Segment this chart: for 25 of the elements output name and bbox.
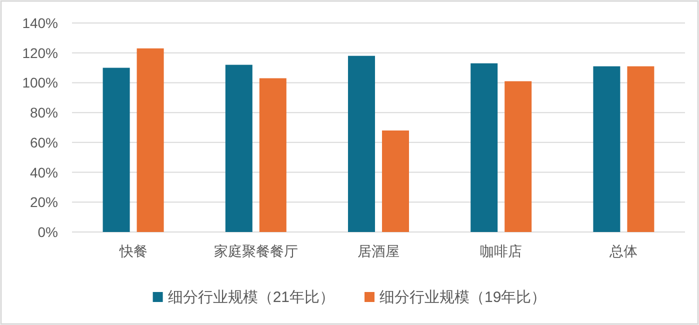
bar: [225, 64, 252, 232]
bar: [259, 78, 286, 232]
y-tick-label: 120%: [22, 44, 58, 61]
x-tick-label: 总体: [608, 243, 638, 259]
y-tick-label: 20%: [30, 194, 58, 210]
legend-label: 细分行业规模（21年比）: [168, 289, 334, 306]
x-tick-label: 咖啡店: [480, 243, 522, 259]
x-tick-label: 家庭聚餐餐厅: [214, 243, 298, 259]
x-tick-label: 快餐: [118, 243, 148, 259]
y-tick-label: 100%: [22, 74, 58, 91]
y-tick-label: 80%: [30, 104, 58, 121]
y-tick-label: 0%: [38, 224, 58, 240]
bar: [470, 63, 498, 232]
bar: [102, 68, 130, 232]
bar: [348, 56, 375, 232]
bar: [136, 48, 164, 232]
x-tick-label: 居酒屋: [358, 243, 400, 259]
bar: [504, 81, 532, 232]
y-tick-label: 40%: [30, 164, 58, 180]
y-tick-label: 140%: [22, 15, 58, 31]
bar: [593, 66, 620, 232]
bar: [627, 66, 654, 232]
bar: [382, 130, 409, 232]
legend-label: 细分行业规模（19年比）: [380, 289, 546, 306]
y-tick-label: 60%: [30, 134, 58, 150]
